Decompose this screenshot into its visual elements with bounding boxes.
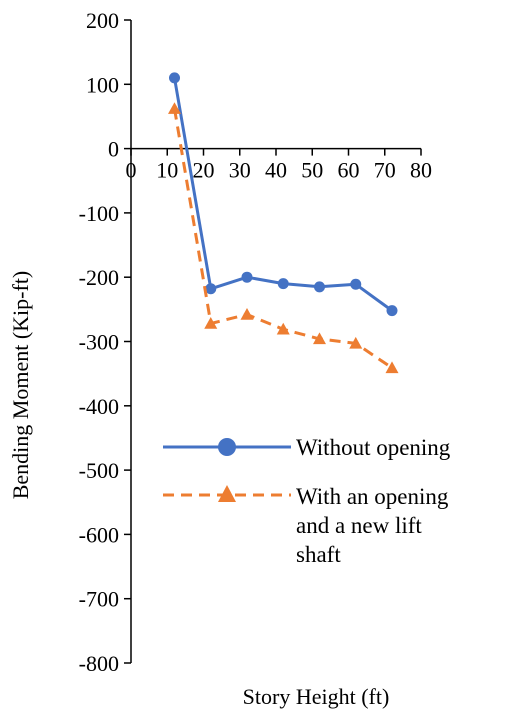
x-tick-label: 0 (126, 158, 137, 183)
legend-entry-series-1: Without opening (163, 435, 451, 460)
series-1-point (350, 278, 362, 290)
series-2-point (276, 322, 290, 335)
series-2-point (204, 316, 218, 329)
y-tick-label: 100 (86, 72, 119, 97)
x-tick-label: 30 (229, 158, 251, 183)
series-line-1 (173, 77, 393, 312)
x-tick-label: 80 (410, 158, 432, 183)
series-2-point (349, 336, 363, 349)
legend-label-series-2-line-2: and a new lift (296, 513, 422, 538)
series-1-point (386, 305, 398, 317)
series-2-point (240, 307, 254, 320)
y-tick-label: -400 (79, 394, 119, 419)
legend-label-series-1: Without opening (296, 435, 451, 460)
y-tick-label: 200 (86, 8, 119, 33)
y-tick-label: 0 (108, 137, 119, 162)
x-tick-label: 50 (301, 158, 323, 183)
y-tick-label: -500 (79, 458, 119, 483)
series-1-point (205, 283, 217, 295)
legend-entry-series-2: With an opening and a new lift shaft (163, 484, 454, 567)
x-axis-title: Story Height (ft) (243, 684, 390, 709)
x-tick-label: 20 (193, 158, 215, 183)
series-1-point (241, 271, 253, 283)
legend-marker-series-2 (218, 485, 236, 502)
legend: Without opening With an opening and a ne… (163, 435, 454, 567)
plot-area (168, 72, 399, 374)
y-tick-label: -700 (79, 587, 119, 612)
x-tick-label: 40 (265, 158, 287, 183)
series-1-point (314, 281, 325, 293)
y-tick-label: -600 (79, 522, 119, 547)
x-tick-label: 60 (338, 158, 360, 183)
legend-label-series-2: With an opening and a new lift shaft (296, 484, 454, 567)
series-2-point (168, 102, 181, 114)
x-tick-label: 70 (374, 158, 396, 183)
y-tick-label: -300 (79, 330, 119, 355)
y-axis-ticks: 200 100 0 -100 -200 -300 -400 -500 -600 -700 -800 (79, 8, 131, 676)
x-axis-ticks: 0 10 20 30 40 50 60 70 80 (126, 148, 432, 183)
y-tick-label: -800 (79, 651, 119, 676)
y-axis-title: Bending Moment (Kip-ft) (8, 271, 33, 500)
y-tick-label: -100 (79, 201, 119, 226)
legend-label-series-2-line-1: With an opening (296, 484, 449, 509)
series-2-point (385, 361, 399, 374)
x-tick-label: 10 (156, 158, 178, 183)
series-1-point (277, 278, 289, 290)
series-2-point (313, 332, 326, 345)
legend-label-series-2-line-3: shaft (296, 542, 341, 567)
series-1-point (169, 72, 180, 84)
y-tick-label: -200 (79, 265, 119, 290)
legend-marker-series-1 (218, 438, 236, 456)
